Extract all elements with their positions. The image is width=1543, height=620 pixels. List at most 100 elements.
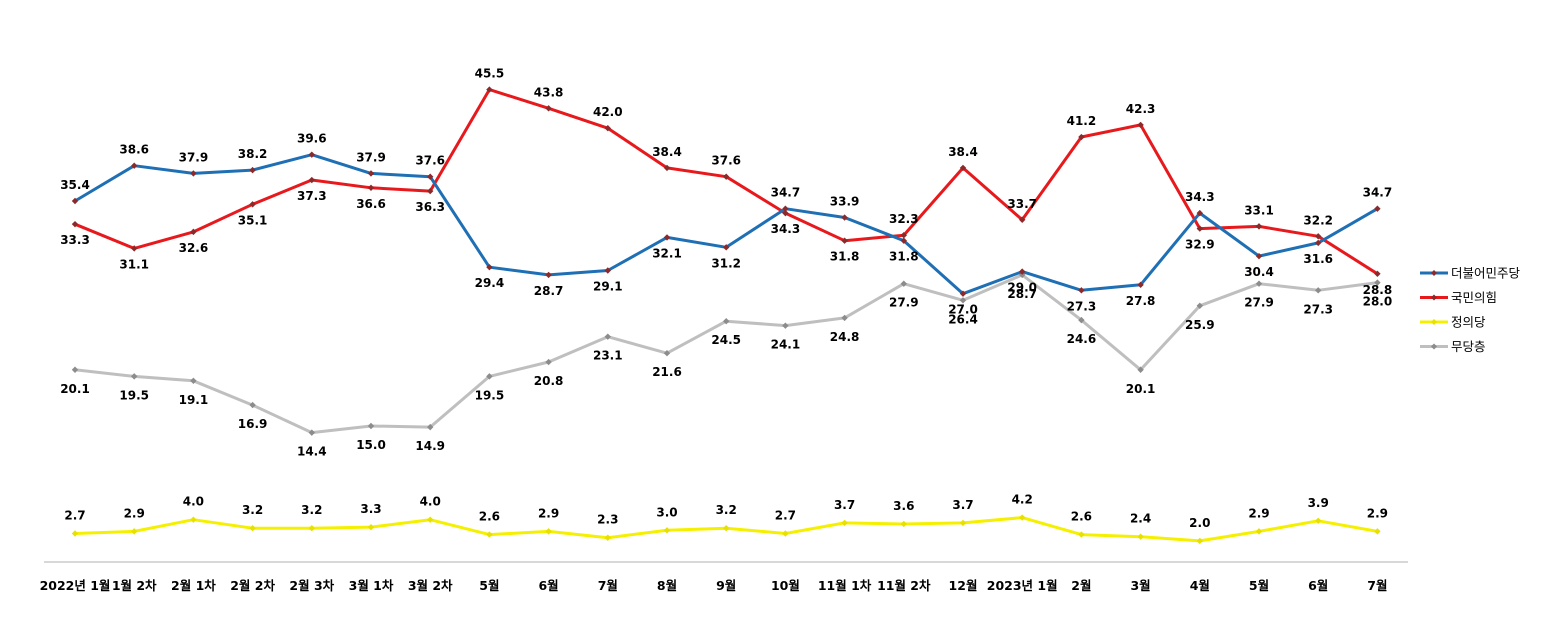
x-tick-label: 5월 — [1249, 578, 1269, 593]
data-label-minju: 29.4 — [475, 276, 505, 290]
data-label-ppp: 38.4 — [948, 145, 978, 159]
data-point-ppp — [427, 187, 434, 195]
data-label-ppp: 36.3 — [415, 200, 445, 214]
data-label-minju: 27.0 — [948, 303, 978, 317]
x-tick-label: 2월 — [1071, 578, 1091, 593]
data-point-ppp — [723, 173, 730, 180]
data-point-nonparty — [1255, 280, 1263, 287]
data-label-nonparty: 24.1 — [771, 338, 801, 352]
data-point-justice — [959, 519, 967, 527]
x-tick-label: 2월 3차 — [289, 578, 334, 593]
data-point-justice — [841, 519, 848, 527]
data-label-ppp: 41.2 — [1067, 114, 1097, 128]
data-point-ppp — [1315, 233, 1322, 240]
data-point-nonparty — [1137, 366, 1144, 373]
data-point-minju — [1078, 287, 1085, 294]
data-label-nonparty: 27.9 — [1244, 296, 1274, 310]
legend-marker — [1431, 294, 1437, 301]
data-label-ppp: 42.0 — [593, 105, 623, 119]
data-point-nonparty — [663, 350, 671, 357]
data-label-minju: 34.3 — [1185, 190, 1215, 204]
data-label-justice: 2.0 — [1189, 516, 1210, 530]
data-point-minju — [1374, 205, 1381, 212]
data-label-justice: 2.6 — [479, 510, 500, 524]
data-point-minju — [1315, 239, 1322, 247]
data-point-justice — [723, 525, 730, 532]
data-point-justice — [486, 531, 493, 538]
data-label-minju: 35.4 — [60, 178, 90, 192]
data-point-ppp — [1196, 225, 1203, 232]
data-label-ppp: 45.5 — [475, 67, 505, 81]
data-label-ppp: 33.3 — [60, 233, 90, 247]
data-label-justice: 2.3 — [597, 513, 618, 527]
x-tick-label: 9월 — [716, 578, 736, 593]
data-label-ppp: 28.8 — [1363, 283, 1393, 297]
data-label-nonparty: 19.5 — [119, 388, 149, 402]
x-tick-label: 8월 — [657, 578, 677, 593]
data-point-justice — [900, 520, 907, 528]
data-point-nonparty — [131, 373, 138, 380]
data-label-justice: 3.6 — [893, 499, 914, 513]
data-label-nonparty: 23.1 — [593, 349, 623, 363]
data-label-ppp: 38.4 — [652, 145, 682, 159]
data-point-justice — [1137, 533, 1144, 540]
data-label-nonparty: 19.5 — [475, 388, 505, 402]
data-point-justice — [367, 523, 375, 531]
legend-marker — [1431, 270, 1437, 276]
data-label-justice: 3.0 — [656, 505, 677, 519]
data-label-nonparty: 20.1 — [60, 382, 90, 396]
data-point-nonparty — [190, 377, 197, 384]
data-label-minju: 38.2 — [238, 147, 268, 161]
legend-label: 더불어민주당 — [1451, 266, 1521, 281]
data-point-nonparty — [545, 358, 552, 366]
data-label-ppp: 37.6 — [711, 154, 741, 168]
data-point-nonparty — [427, 423, 434, 431]
data-label-nonparty: 27.3 — [1303, 302, 1333, 316]
x-tick-label: 2월 2차 — [230, 578, 275, 593]
legend-label: 국민의힘 — [1451, 290, 1497, 305]
data-label-minju: 34.7 — [1363, 186, 1393, 200]
data-point-nonparty — [1019, 271, 1026, 279]
data-label-justice: 2.9 — [124, 506, 145, 520]
data-point-ppp — [545, 105, 552, 112]
x-tick-label: 5월 — [479, 578, 499, 593]
data-label-minju: 31.2 — [711, 256, 741, 270]
data-label-nonparty: 15.0 — [356, 438, 386, 452]
data-point-ppp — [841, 237, 848, 244]
data-point-justice — [604, 534, 611, 541]
data-label-nonparty: 28.7 — [1007, 287, 1037, 301]
data-point-nonparty — [900, 280, 907, 287]
data-point-justice — [131, 528, 138, 535]
data-label-justice: 3.2 — [242, 503, 263, 517]
data-point-minju — [249, 166, 256, 174]
data-label-justice: 4.0 — [420, 495, 441, 509]
data-point-ppp — [663, 164, 671, 172]
data-label-ppp: 36.6 — [356, 197, 386, 211]
data-point-ppp — [604, 125, 611, 132]
x-tick-label: 3월 2차 — [408, 578, 453, 593]
data-point-justice — [663, 527, 671, 534]
data-point-justice — [1078, 531, 1085, 538]
data-label-minju: 37.9 — [179, 150, 209, 164]
data-label-minju: 27.8 — [1126, 294, 1156, 308]
data-label-minju: 37.6 — [415, 154, 445, 168]
data-point-minju — [190, 170, 197, 177]
data-label-nonparty: 24.5 — [711, 333, 741, 347]
data-label-ppp: 33.1 — [1244, 203, 1274, 217]
data-point-nonparty — [367, 422, 375, 430]
data-label-minju: 28.7 — [534, 284, 564, 298]
data-label-justice: 2.9 — [538, 506, 559, 520]
data-label-ppp: 32.3 — [889, 212, 919, 226]
data-point-minju — [782, 205, 789, 212]
data-label-justice: 3.9 — [1308, 496, 1329, 510]
data-label-justice: 4.2 — [1012, 493, 1033, 507]
data-point-minju — [131, 162, 138, 169]
data-label-justice: 2.9 — [1248, 506, 1269, 520]
data-point-nonparty — [723, 318, 730, 325]
data-label-justice: 3.2 — [716, 503, 737, 517]
data-point-justice — [249, 525, 256, 532]
x-tick-label: 2022년 1월 — [40, 578, 111, 593]
data-label-nonparty: 20.1 — [1126, 382, 1156, 396]
data-point-ppp — [71, 220, 79, 228]
